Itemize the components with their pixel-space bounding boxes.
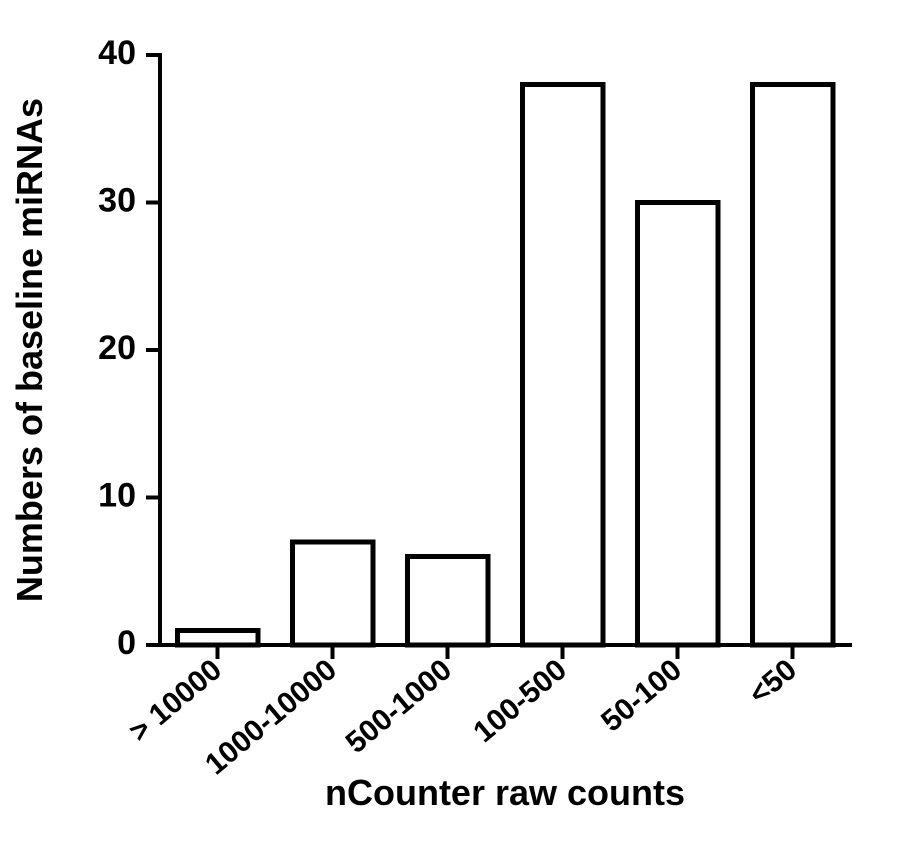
x-axis-title: nCounter raw counts — [325, 772, 685, 813]
bar — [292, 542, 373, 645]
chart-container: 010203040> 100001000-10000500-1000100-50… — [0, 0, 900, 851]
bar-chart: 010203040> 100001000-10000500-1000100-50… — [0, 0, 900, 851]
bar — [177, 630, 258, 645]
y-tick-label: 10 — [98, 476, 136, 514]
x-tick-label: <50 — [743, 653, 803, 711]
x-tick-label: 50-100 — [595, 653, 688, 738]
y-axis-title: Numbers of baseline miRNAs — [9, 98, 50, 602]
y-tick-label: 40 — [98, 34, 136, 72]
x-tick-label: 500-1000 — [340, 653, 458, 760]
y-tick-label: 20 — [98, 329, 136, 367]
x-tick-label: 100-500 — [467, 653, 573, 749]
y-tick-label: 0 — [117, 624, 136, 662]
bar — [522, 85, 603, 646]
bar — [752, 85, 833, 646]
bar — [407, 557, 488, 646]
x-tick-label: > 10000 — [123, 653, 228, 749]
y-tick-label: 30 — [98, 181, 136, 219]
bar — [637, 203, 718, 646]
